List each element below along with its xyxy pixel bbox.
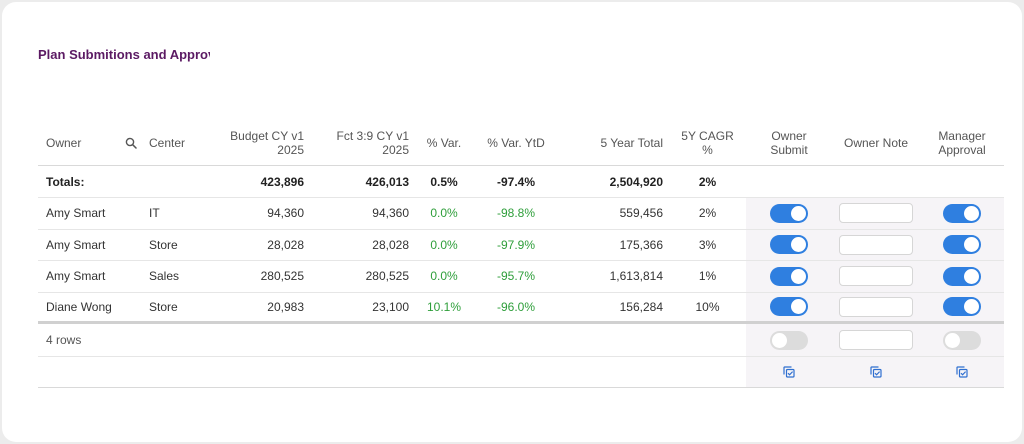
column-header-owner-submit[interactable]: Owner Submit — [770, 128, 808, 157]
totals-fct: 426,013 — [365, 174, 409, 189]
var-ytd-cell: -97.9% — [496, 237, 536, 252]
search-icon[interactable] — [125, 137, 137, 149]
plan-grid: Owner Center Budget CY v1 2025 Fct 3:9 CY… — [38, 120, 1004, 388]
owner-note-input[interactable] — [839, 234, 913, 255]
owner-submit-toggle[interactable] — [770, 297, 808, 317]
grid-header: Owner Center Budget CY v1 2025 Fct 3:9 CY… — [38, 120, 1004, 166]
column-header-manager-approval[interactable]: Manager Approval — [938, 128, 986, 157]
copy-check-icon[interactable] — [783, 366, 795, 378]
owner-cell: Amy Smart — [46, 206, 106, 221]
row-count: 4 rows — [46, 333, 82, 347]
column-header-var-ytd[interactable]: % Var. YtD — [487, 135, 545, 150]
manager-approval-toggle[interactable] — [943, 297, 981, 317]
bulk-owner-submit-toggle[interactable] — [770, 330, 808, 350]
copy-check-icon[interactable] — [870, 366, 882, 378]
copy-check-icon[interactable] — [956, 366, 968, 378]
totals-var: 0.5% — [430, 174, 458, 189]
owner-submit-toggle[interactable] — [770, 235, 808, 255]
totals-5y-total: 2,504,920 — [609, 174, 663, 189]
center-cell: Sales — [149, 269, 180, 284]
fct-cell: 94,360 — [372, 206, 409, 221]
manager-approval-toggle[interactable] — [943, 266, 981, 286]
table-row: Amy Smart Sales 280,525 280,525 0.0% -95… — [38, 261, 1004, 293]
totals-row: Totals: 423,896 426,013 0.5% -97.4% 2,50… — [38, 166, 1004, 198]
five-year-total-cell: 559,456 — [619, 206, 663, 221]
var-cell: 10.1% — [426, 299, 462, 314]
five-year-total-cell: 175,366 — [619, 237, 663, 252]
owner-header-label: Owner — [46, 135, 82, 150]
center-cell: Store — [149, 237, 178, 252]
actions-row — [38, 357, 1004, 388]
manager-approval-toggle[interactable] — [943, 235, 981, 255]
var-ytd-cell: -96.0% — [496, 299, 536, 314]
five-year-total-cell: 1,613,814 — [609, 269, 663, 284]
owner-cell: Diane Wong — [46, 299, 112, 314]
page-title: Plan Submitions and Approva — [38, 47, 210, 62]
owner-submit-toggle[interactable] — [770, 203, 808, 223]
column-header-owner[interactable]: Owner — [38, 120, 143, 165]
column-header-budget[interactable]: Budget CY v1 2025 — [213, 120, 310, 165]
cagr-cell: 1% — [698, 269, 717, 284]
budget-cell: 28,028 — [267, 237, 304, 252]
footer-row: 4 rows — [38, 324, 1004, 357]
var-cell: 0.0% — [430, 237, 458, 252]
var-ytd-cell: -95.7% — [496, 269, 536, 284]
center-cell: Store — [149, 299, 178, 314]
budget-header-line1: Budget CY v1 — [230, 128, 304, 143]
owner-note-input[interactable] — [839, 203, 913, 224]
five-year-total-cell: 156,284 — [619, 299, 663, 314]
fct-cell: 280,525 — [365, 269, 409, 284]
cagr-cell: 10% — [695, 299, 720, 314]
fct-header-line2: 2025 — [382, 142, 409, 157]
owner-cell: Amy Smart — [46, 237, 106, 252]
fct-cell: 28,028 — [372, 237, 409, 252]
table-row: Diane Wong Store 20,983 23,100 10.1% -96… — [38, 292, 1004, 324]
totals-label: Totals: — [46, 174, 85, 189]
fct-header-line1: Fct 3:9 CY v1 — [336, 128, 409, 143]
fct-cell: 23,100 — [372, 299, 409, 314]
cagr-cell: 3% — [698, 237, 717, 252]
center-cell: IT — [149, 206, 160, 221]
owner-cell: Amy Smart — [46, 269, 106, 284]
totals-var-ytd: -97.4% — [496, 174, 536, 189]
budget-cell: 20,983 — [267, 299, 304, 314]
table-row: Amy Smart IT 94,360 94,360 0.0% -98.8% 5… — [38, 198, 1004, 230]
column-header-fct[interactable]: Fct 3:9 CY v1 2025 — [310, 120, 415, 165]
cagr-cell: 2% — [698, 206, 717, 221]
var-ytd-cell: -98.8% — [496, 206, 536, 221]
column-header-center[interactable]: Center — [149, 135, 186, 150]
budget-cell: 94,360 — [267, 206, 304, 221]
owner-note-input[interactable] — [839, 296, 913, 317]
manager-approval-toggle[interactable] — [943, 203, 981, 223]
column-header-5y-total[interactable]: 5 Year Total — [600, 135, 663, 150]
column-header-cagr[interactable]: 5Y CAGR % — [681, 128, 734, 157]
totals-cagr: 2% — [698, 174, 717, 189]
table-row: Amy Smart Store 28,028 28,028 0.0% -97.9… — [38, 229, 1004, 261]
bulk-owner-note-input[interactable] — [839, 330, 913, 350]
owner-note-input[interactable] — [839, 266, 913, 287]
var-cell: 0.0% — [430, 269, 458, 284]
totals-budget: 423,896 — [260, 174, 304, 189]
column-header-owner-note[interactable]: Owner Note — [843, 135, 909, 150]
bulk-manager-approval-toggle[interactable] — [943, 330, 981, 350]
budget-header-line2: 2025 — [277, 142, 304, 157]
owner-submit-toggle[interactable] — [770, 266, 808, 286]
budget-cell: 280,525 — [260, 269, 304, 284]
column-header-var[interactable]: % Var. — [426, 135, 462, 150]
var-cell: 0.0% — [430, 206, 458, 221]
